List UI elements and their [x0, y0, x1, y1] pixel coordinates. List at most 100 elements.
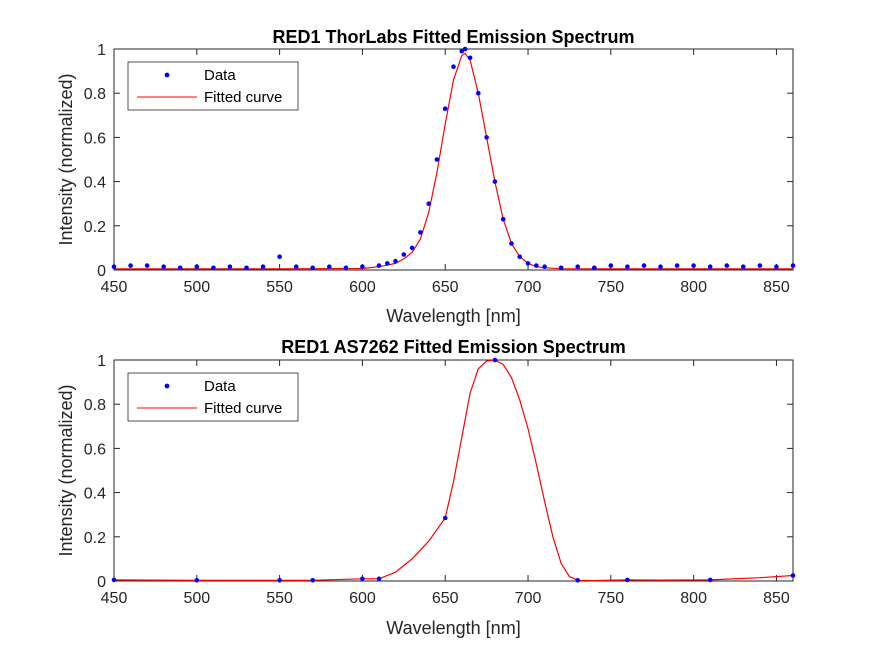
thorlabs-y-tick-label: 0.2 [84, 219, 106, 236]
thorlabs-data-point [625, 264, 630, 270]
thorlabs-data-point [575, 264, 580, 270]
as7262-series-layer [111, 357, 796, 583]
as7262-y-tick-label: 1 [97, 353, 106, 370]
as7262-y-tick-label: 0 [97, 574, 106, 591]
thorlabs-data-point [385, 261, 390, 266]
thorlabs-data-point [360, 264, 365, 270]
thorlabs-data-point [476, 90, 481, 96]
as7262-y-tick-label: 0.4 [84, 486, 106, 503]
thorlabs-chart-title: RED1 ThorLabs Fitted Emission Spectrum [272, 27, 634, 47]
as7262-data-point [790, 573, 796, 578]
as7262-x-tick-label: 800 [680, 590, 707, 607]
thorlabs-data-point [260, 264, 266, 270]
as7262-data-point [376, 576, 382, 582]
as7262-x-tick-label: 650 [432, 590, 459, 607]
thorlabs-data-point [128, 263, 133, 268]
thorlabs-data-point [517, 254, 522, 259]
thorlabs-data-point [774, 264, 779, 270]
thorlabs-x-tick-label: 550 [266, 279, 293, 296]
as7262-y-tick-label: 0.6 [84, 441, 106, 458]
thorlabs-y-tick-label: 1 [97, 42, 106, 59]
as7262-y-tick-label: 0.8 [84, 397, 106, 414]
thorlabs-legend: Data Fitted curve [127, 61, 299, 111]
thorlabs-data-point [144, 263, 150, 268]
thorlabs-series-layer [111, 46, 796, 271]
thorlabs-data-point [492, 179, 498, 184]
thorlabs-x-tick-label: 750 [597, 279, 624, 296]
as7262-legend-fit-label: Fitted curve [204, 400, 282, 417]
thorlabs-data-point [418, 230, 423, 235]
as7262-data-point [575, 578, 580, 583]
thorlabs-x-tick-label: 500 [183, 279, 210, 296]
thorlabs-x-tick-label: 650 [432, 279, 459, 296]
as7262-data-point [194, 578, 200, 583]
thorlabs-x-tick-label: 600 [349, 279, 376, 296]
thorlabs-data-point [177, 265, 183, 271]
as7262-x-tick-label: 750 [597, 590, 624, 607]
as7262-data-point [625, 577, 630, 583]
thorlabs-ticks: 450 500 550 600 650 700 750 800 850 0 0.2 0.4 0.6 0.8… [84, 42, 793, 296]
as7262-data-point [310, 578, 316, 583]
as7262-data-point [492, 357, 498, 363]
as7262-x-tick-label: 450 [101, 590, 128, 607]
thorlabs-data-point [111, 264, 117, 270]
thorlabs-data-point [211, 265, 216, 271]
thorlabs-data-point [293, 264, 299, 270]
thorlabs-data-point [451, 64, 456, 69]
as7262-legend-data-marker [164, 383, 170, 389]
as7262-x-tick-label: 600 [349, 590, 376, 607]
thorlabs-data-point [757, 263, 763, 268]
thorlabs-y-tick-label: 0.8 [84, 86, 106, 103]
thorlabs-data-point [434, 157, 440, 162]
thorlabs-data-point [534, 263, 539, 268]
thorlabs-data-point [724, 263, 730, 268]
thorlabs-data-point [310, 265, 316, 271]
thorlabs-data-point [194, 264, 200, 270]
thorlabs-data-point [227, 264, 233, 270]
thorlabs-data-point [426, 201, 432, 206]
as7262-x-tick-label: 700 [515, 590, 542, 607]
as7262-spectrum-plot: 450 500 550 600 650 700 750 800 850 0 0.2 0.4 0.6 0.8… [56, 337, 796, 638]
thorlabs-y-axis-label: Intensity (normalized) [56, 73, 76, 245]
thorlabs-y-tick-label: 0.4 [84, 175, 106, 192]
as7262-y-axis-label: Intensity (normalized) [56, 384, 76, 556]
thorlabs-data-point [500, 216, 506, 222]
thorlabs-data-point [674, 263, 680, 268]
thorlabs-data-point [707, 264, 713, 270]
thorlabs-data-point [592, 265, 597, 271]
as7262-ticks: 450 500 550 600 650 700 750 800 850 0 0.2 0.4 0.6 0.8… [84, 353, 793, 607]
thorlabs-data-point [277, 254, 282, 259]
thorlabs-y-tick-label: 0 [97, 263, 106, 280]
as7262-chart-title: RED1 AS7262 Fitted Emission Spectrum [281, 337, 625, 357]
thorlabs-spectrum-plot: 450 500 550 600 650 700 750 800 850 0 0.2 0.4 0.6 0.8… [56, 27, 796, 326]
thorlabs-data-point [467, 55, 473, 61]
thorlabs-data-point [393, 258, 398, 264]
thorlabs-data-point [244, 265, 249, 271]
as7262-fitted-curve-line [113, 359, 794, 582]
as7262-legend-box [127, 372, 299, 422]
thorlabs-legend-fit-label: Fitted curve [204, 89, 282, 106]
thorlabs-data-point [343, 265, 349, 271]
thorlabs-fitted-curve-line [114, 52, 793, 270]
thorlabs-data-point [376, 263, 382, 268]
as7262-data-point [360, 576, 365, 582]
thorlabs-data-point [509, 241, 514, 246]
thorlabs-data-point [484, 135, 489, 140]
thorlabs-data-point [401, 252, 407, 257]
thorlabs-data-point [525, 261, 531, 266]
thorlabs-x-tick-label: 700 [515, 279, 542, 296]
as7262-data-point [111, 577, 117, 583]
thorlabs-data-point [542, 264, 547, 270]
thorlabs-y-tick-label: 0.6 [84, 130, 106, 147]
thorlabs-data-point [409, 245, 415, 251]
as7262-y-tick-label: 0.2 [84, 530, 106, 547]
thorlabs-x-axis-label: Wavelength [nm] [386, 306, 520, 326]
thorlabs-legend-data-marker [164, 72, 170, 78]
thorlabs-data-point [790, 263, 796, 268]
thorlabs-data-point [161, 264, 166, 270]
thorlabs-data-point [462, 46, 468, 52]
as7262-data-point [277, 578, 282, 583]
as7262-x-axis-label: Wavelength [nm] [386, 618, 520, 638]
thorlabs-data-point [658, 264, 663, 270]
